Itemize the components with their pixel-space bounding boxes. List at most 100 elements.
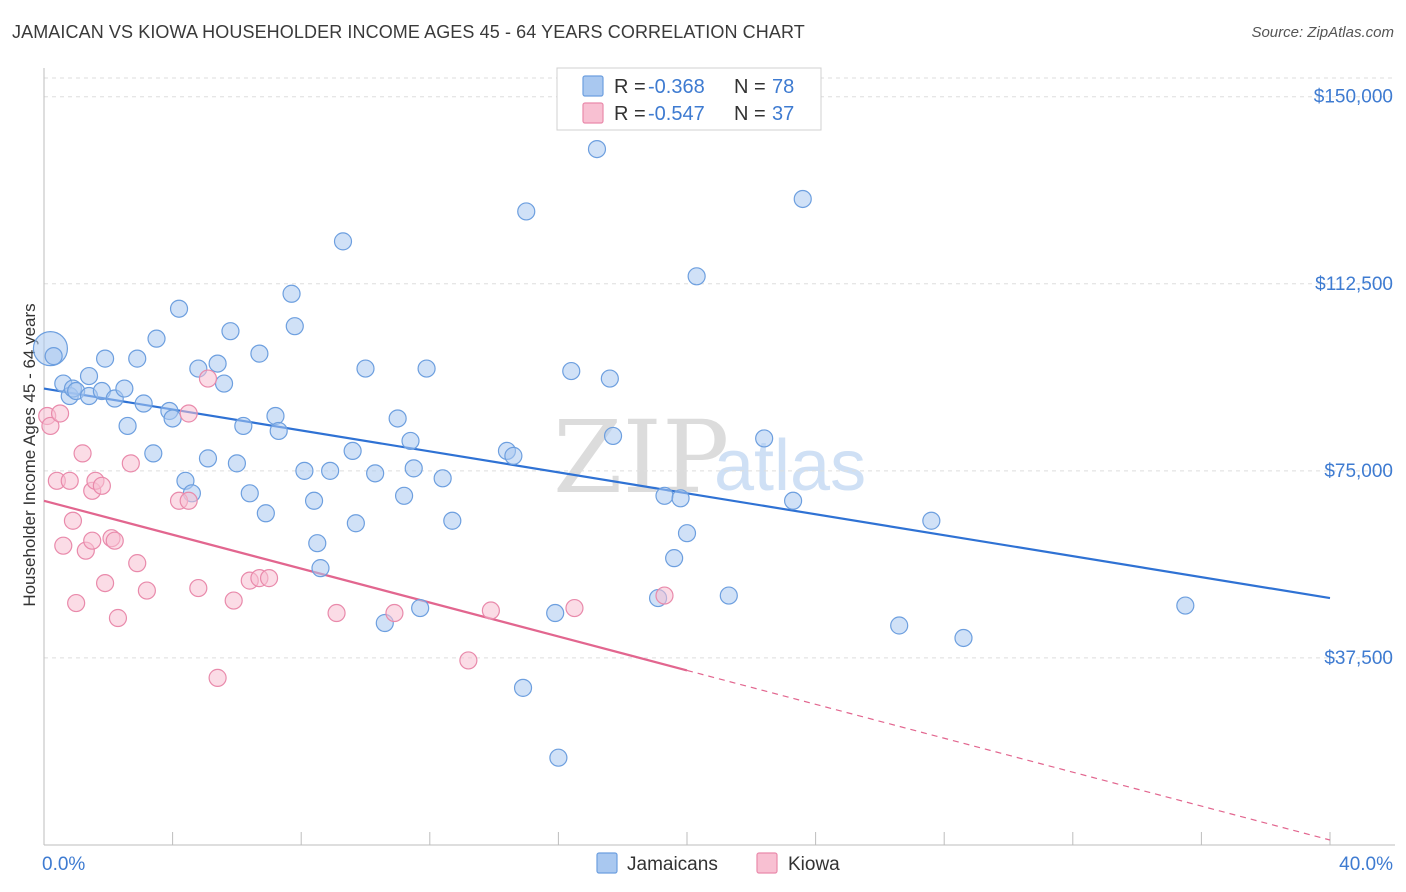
kiowa-point	[224, 591, 243, 610]
jamaicans-point	[285, 317, 304, 336]
jamaicans-point	[562, 361, 581, 381]
trendline-kiowa	[43, 499, 688, 672]
kiowa-point	[54, 536, 73, 555]
kiowa-point	[259, 569, 279, 588]
legend-n-label-jamaicans: N =	[734, 76, 766, 98]
trendline-kiowa-extension	[686, 669, 1331, 841]
kiowa-point	[73, 444, 92, 463]
jamaicans-point	[118, 416, 137, 436]
jamaicans-point	[214, 374, 234, 393]
legend-r-label-jamaicans: R =	[614, 76, 646, 98]
jamaicans-point	[221, 322, 240, 341]
kiowa-point	[63, 511, 83, 530]
chart-title: JAMAICAN VS KIOWA HOUSEHOLDER INCOME AGE…	[12, 22, 805, 42]
jamaicans-point	[677, 524, 697, 543]
jamaicans-point	[227, 454, 246, 473]
legend-bottom-swatch-kiowa	[756, 852, 778, 874]
watermark: ZIP atlas	[553, 399, 866, 516]
kiowa-point	[327, 603, 346, 623]
x-tick-label: 40.0%	[1339, 854, 1393, 875]
legend-n-label-kiowa: N =	[734, 103, 766, 125]
jamaicans-point	[411, 598, 430, 618]
jamaicans-point	[128, 349, 147, 368]
jamaicans-point	[549, 748, 568, 767]
kiowa-point	[655, 586, 674, 605]
kiowa-point	[459, 651, 478, 670]
kiowa-point	[385, 603, 404, 623]
kiowa-point	[565, 598, 584, 618]
legend-r-value-kiowa: -0.547	[648, 103, 705, 125]
kiowa-point	[83, 531, 102, 550]
jamaicans-point	[665, 549, 684, 568]
x-tick-labels: 0.0% 40.0%	[42, 854, 1393, 875]
data-points	[32, 139, 1195, 767]
source-label: Source: ZipAtlas.com	[1251, 24, 1394, 41]
kiowa-point	[198, 369, 218, 388]
jamaicans-point	[147, 329, 166, 348]
jamaicans-point	[504, 446, 523, 465]
y-axis-label: Householder Income Ages 45 - 64 years	[20, 303, 39, 606]
jamaicans-point	[144, 444, 163, 463]
jamaicans-point	[169, 299, 189, 318]
jamaicans-point	[44, 347, 63, 366]
jamaicans-point	[311, 559, 330, 578]
jamaicans-point	[366, 464, 385, 483]
legend-swatch-kiowa	[582, 102, 604, 124]
jamaicans-point	[295, 461, 314, 480]
kiowa-point	[137, 581, 156, 600]
kiowa-point	[108, 608, 128, 628]
jamaicans-point	[266, 406, 285, 426]
x-tick-label: 0.0%	[42, 854, 85, 875]
kiowa-point	[92, 476, 111, 495]
legend-bottom-label-kiowa: Kiowa	[788, 854, 840, 875]
jamaicans-point	[208, 354, 227, 373]
jamaicans-point	[282, 284, 301, 303]
jamaicans-point	[333, 232, 353, 251]
jamaicans-point	[394, 486, 414, 505]
legend-r-label-kiowa: R =	[614, 103, 646, 125]
jamaicans-point	[79, 366, 99, 386]
kiowa-point	[189, 578, 208, 598]
legend-swatch-jamaicans	[582, 75, 604, 97]
kiowa-point	[105, 531, 124, 550]
kiowa-point	[121, 454, 140, 473]
legend-n-value-kiowa: 37	[772, 103, 794, 125]
kiowa-point	[179, 404, 198, 423]
jamaicans-point	[115, 379, 134, 398]
jamaicans-point	[1176, 596, 1195, 615]
kiowa-point	[67, 593, 86, 613]
legend-n-value-jamaicans: 78	[772, 76, 794, 98]
jamaicans-point	[513, 678, 533, 697]
jamaicans-point	[163, 409, 182, 428]
y-tick-label: $37,500	[1324, 648, 1393, 669]
kiowa-point	[50, 404, 70, 423]
jamaicans-point	[234, 416, 253, 436]
jamaicans-point	[517, 202, 536, 221]
jamaicans-point	[546, 603, 565, 623]
jamaicans-point	[404, 459, 423, 478]
jamaicans-point	[417, 359, 436, 378]
jamaicans-point	[269, 421, 288, 441]
jamaicans-point	[308, 534, 327, 553]
kiowa-point	[481, 601, 500, 620]
jamaicans-point	[655, 486, 674, 505]
jamaicans-point	[388, 409, 407, 428]
kiowa-point	[95, 573, 115, 593]
watermark-zip: ZIP	[553, 399, 729, 516]
kiowa-point	[179, 491, 198, 510]
jamaicans-point	[671, 489, 690, 508]
jamaicans-point	[134, 394, 153, 413]
legend-bottom: Jamaicans Kiowa	[596, 852, 840, 875]
jamaicans-point	[240, 484, 259, 503]
y-tick-label: $75,000	[1324, 461, 1393, 482]
legend-bottom-label-jamaicans: Jamaicans	[627, 854, 718, 875]
jamaicans-point	[719, 586, 738, 605]
kiowa-point	[41, 416, 60, 436]
y-tick-label: $112,500	[1315, 274, 1393, 295]
y-tick-labels: $37,500 $75,000 $112,500 $150,000	[1314, 87, 1393, 669]
jamaicans-point	[687, 267, 706, 286]
jamaicans-point	[587, 139, 607, 159]
jamaicans-point	[256, 504, 275, 523]
jamaicans-point	[783, 491, 803, 510]
jamaicans-point	[443, 511, 462, 530]
